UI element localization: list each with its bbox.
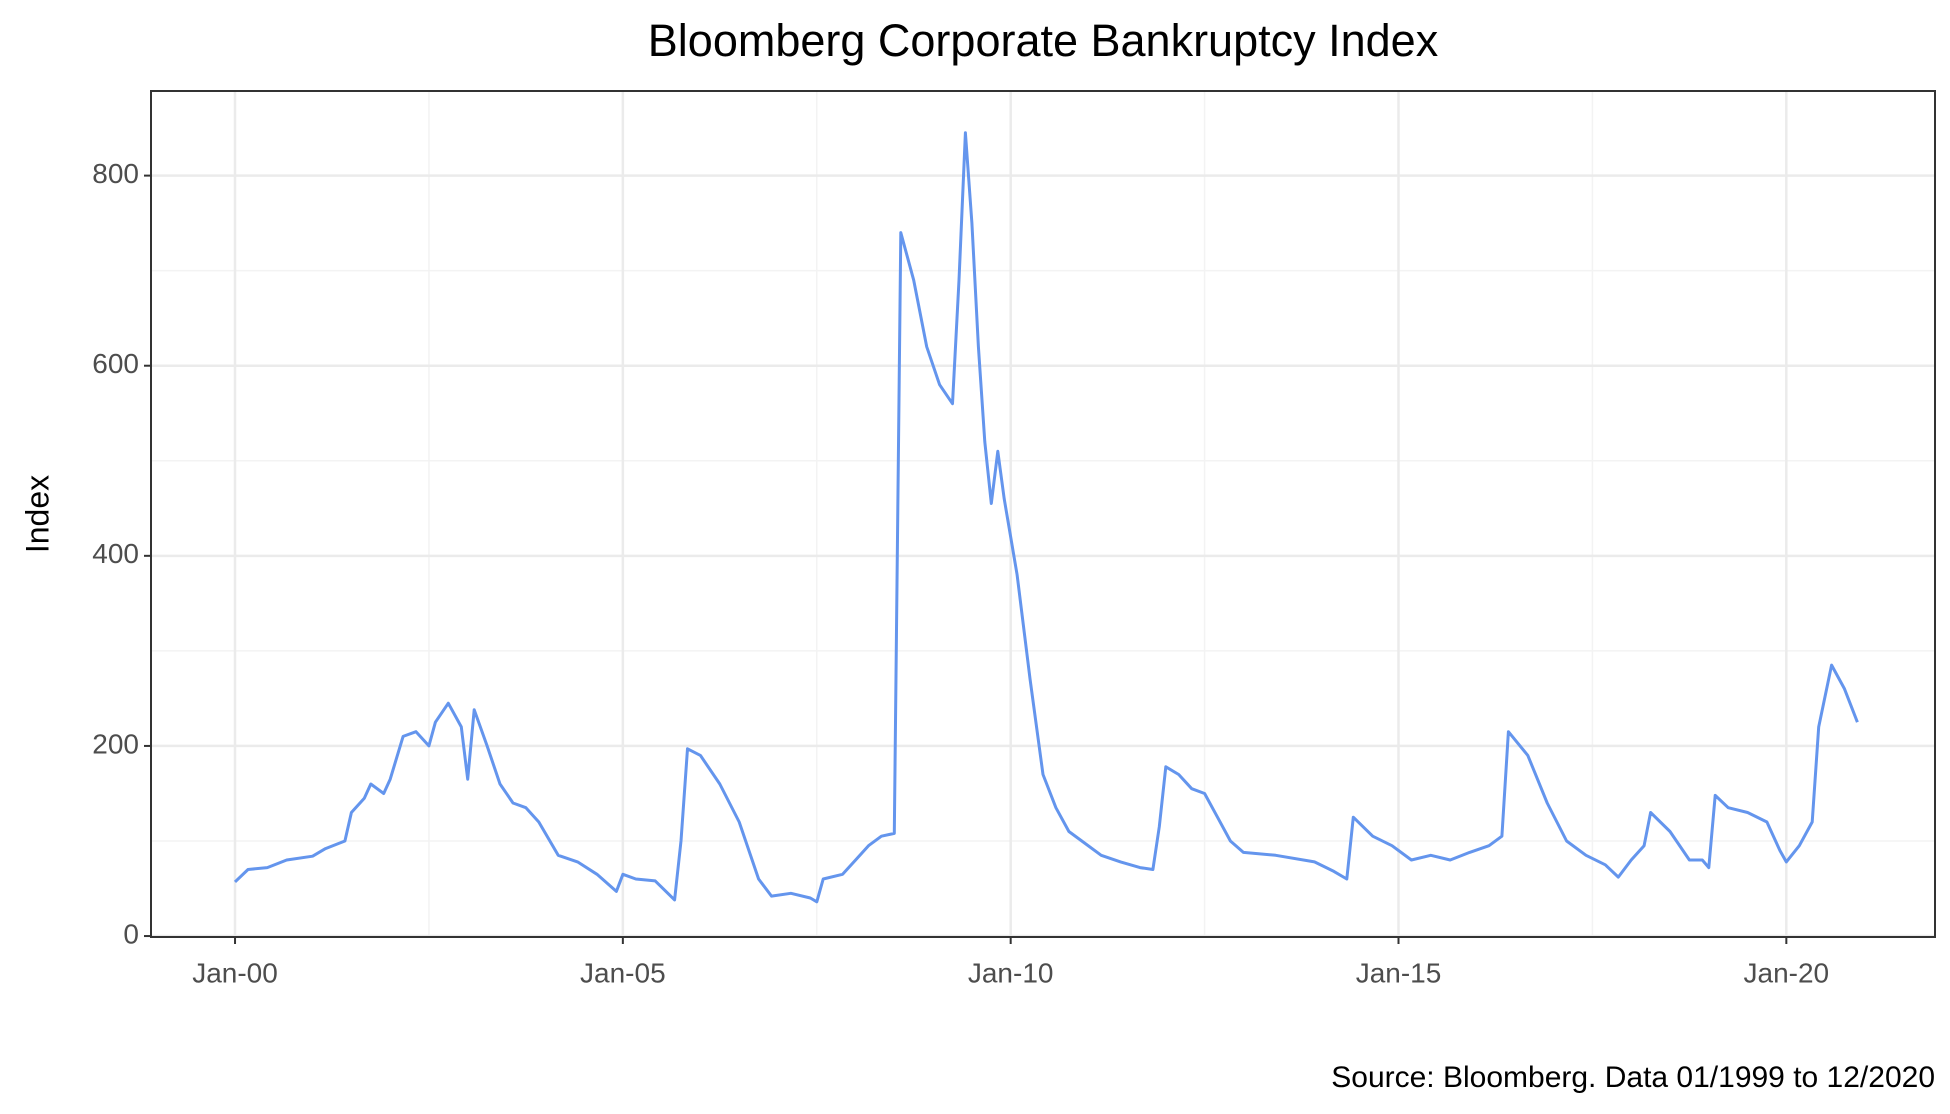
y-tick-label: 200 (92, 728, 139, 759)
chart-title: Bloomberg Corporate Bankruptcy Index (648, 15, 1439, 66)
x-tick-label: Jan-20 (1744, 957, 1830, 988)
y-tick-label: 400 (92, 538, 139, 569)
panel-border (150, 90, 1936, 938)
y-tick-label: 800 (92, 158, 139, 189)
x-tick-label: Jan-00 (192, 957, 278, 988)
y-tick-label: 0 (123, 918, 139, 949)
x-tick-label: Jan-05 (580, 957, 666, 988)
x-tick-label: Jan-15 (1356, 957, 1442, 988)
y-tick-label: 600 (92, 348, 139, 379)
y-axis-label: Index (19, 475, 55, 553)
data-line (233, 131, 1859, 904)
source-note: Source: Bloomberg. Data 01/1999 to 12/20… (1331, 1061, 1935, 1094)
x-tick-label: Jan-10 (968, 957, 1054, 988)
